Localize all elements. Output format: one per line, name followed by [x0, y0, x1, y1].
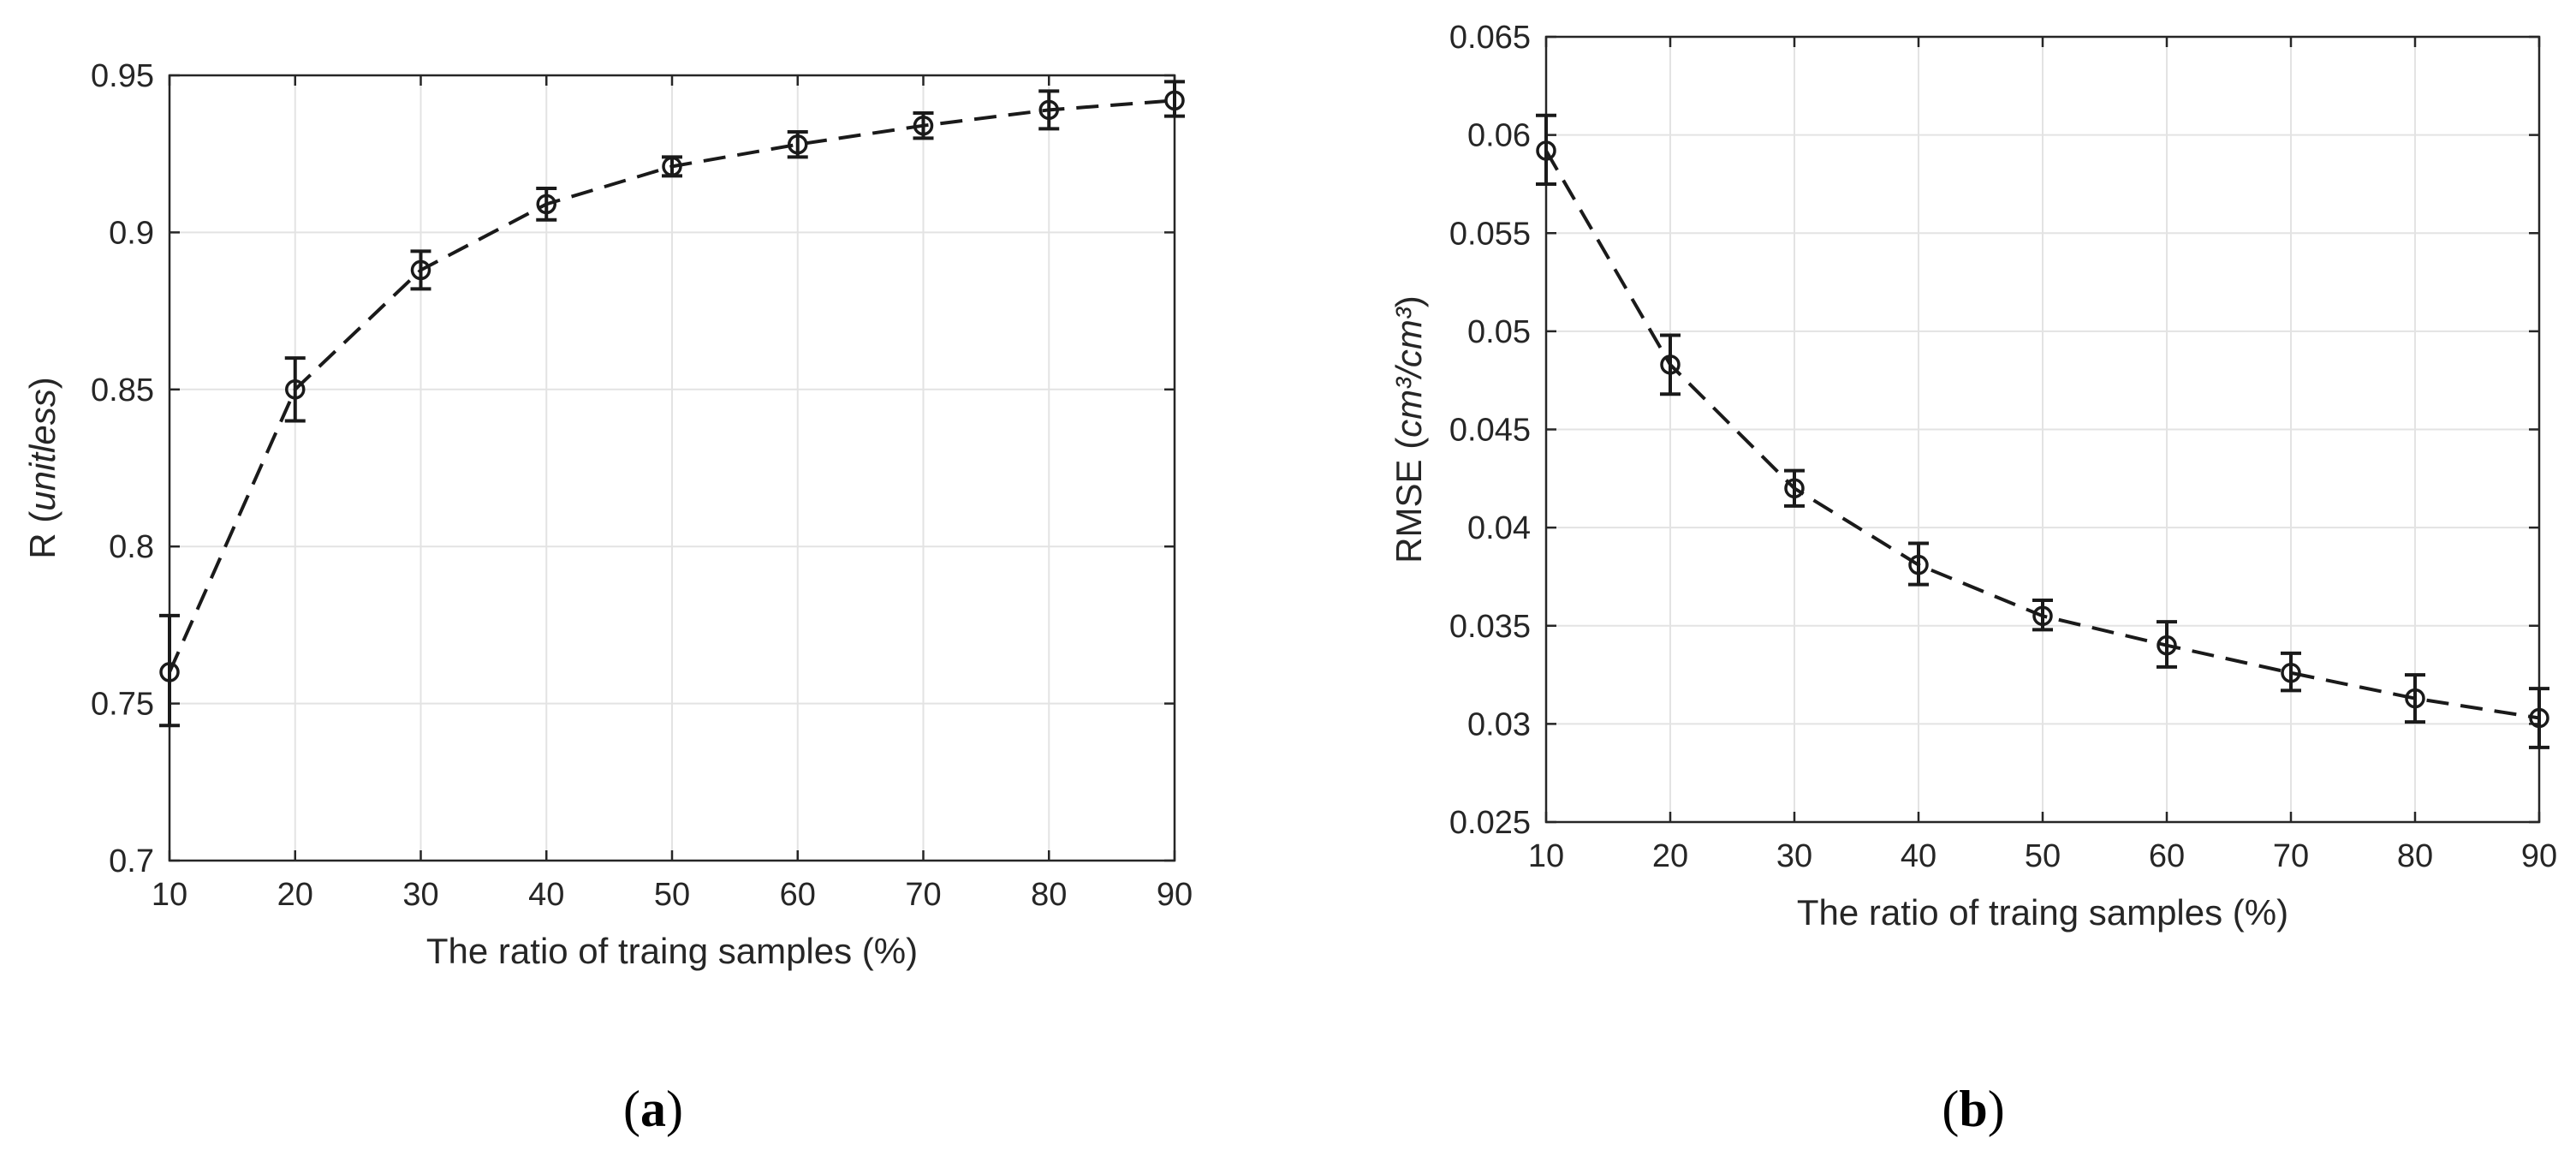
y-tick-label: 0.055 [1449, 216, 1531, 252]
panel-label-open: ( [623, 1081, 640, 1137]
panel-label: (b) [1942, 1081, 2004, 1137]
data-point [788, 134, 808, 155]
y-axis-title-main: R ( [22, 511, 62, 559]
x-tick-label: 20 [277, 877, 313, 913]
y-tick-label: 0.025 [1449, 805, 1531, 841]
y-axis-title: R (unitless) [22, 377, 62, 558]
y-axis-title-unit: cm³/cm³ [1389, 307, 1429, 438]
y-tick-label: 0.03 [1467, 706, 1531, 742]
x-tick-label: 50 [2025, 838, 2061, 874]
x-tick-label: 30 [1776, 838, 1812, 874]
chart-panel-a: 10 20 30 40 50 60 70 80 90 0.7 0.75 0.8 0.85 0.9 0.95 T… [22, 58, 1193, 1137]
x-axis-title: The ratio of traing samples (%) [426, 931, 918, 971]
data-point [285, 379, 306, 400]
x-tick-label: 30 [402, 877, 438, 913]
x-tick-label: 20 [1652, 838, 1688, 874]
data-point [410, 259, 431, 281]
y-axis-title-close: ) [1389, 295, 1429, 307]
data-point [2529, 707, 2549, 729]
panel-label-letter: b [1959, 1081, 1987, 1137]
chart-panel-b: 10 20 30 40 50 60 70 80 90 0.025 0.03 0.035 0.04 0.04… [1389, 20, 2557, 1137]
x-tick-label: 60 [2149, 838, 2185, 874]
y-tick-label: 0.045 [1449, 413, 1531, 449]
panel-label-close: ) [666, 1081, 683, 1137]
y-axis-title-unit: unitless [22, 389, 62, 510]
x-axis-title: The ratio of traing samples (%) [1797, 892, 2288, 933]
panel-label: (a) [623, 1081, 683, 1137]
data-point [536, 194, 556, 215]
y-tick-label: 0.05 [1467, 314, 1531, 350]
x-tick-label: 90 [1157, 877, 1193, 913]
data-point [2032, 605, 2053, 627]
x-tick-label: 90 [2521, 838, 2557, 874]
x-tick-label: 50 [654, 877, 690, 913]
data-point [662, 156, 682, 177]
y-tick-label: 0.035 [1449, 609, 1531, 645]
x-tick-label: 10 [152, 877, 187, 913]
panel-label-close: ) [1988, 1081, 2005, 1137]
data-point [2405, 688, 2425, 709]
y-tick-label: 0.95 [91, 58, 154, 94]
data-point [913, 115, 934, 136]
data-point [1164, 90, 1185, 111]
y-tick-label: 0.04 [1467, 510, 1531, 546]
panel-label-open: ( [1942, 1081, 1959, 1137]
y-axis-title-close: ) [22, 377, 62, 389]
y-tick-label: 0.06 [1467, 118, 1531, 154]
x-tick-label: 80 [2397, 838, 2433, 874]
y-tick-label: 0.7 [109, 843, 154, 879]
data-point [1038, 99, 1059, 121]
data-point [1908, 554, 1929, 575]
data-point [2281, 663, 2301, 683]
y-tick-label: 0.9 [109, 215, 154, 251]
x-tick-label: 40 [1901, 838, 1936, 874]
x-tick-label: 60 [780, 877, 816, 913]
panel-label-letter: a [640, 1081, 666, 1137]
data-point [1660, 355, 1681, 375]
x-tick-label: 70 [2273, 838, 2309, 874]
x-tick-label: 80 [1031, 877, 1067, 913]
y-tick-label: 0.75 [91, 687, 154, 723]
x-tick-label: 40 [528, 877, 564, 913]
data-point [159, 662, 180, 682]
y-tick-label: 0.85 [91, 372, 154, 408]
x-tick-label: 70 [905, 877, 941, 913]
data-point [2157, 635, 2177, 656]
x-tick-label: 10 [1528, 838, 1564, 874]
data-point [1536, 140, 1556, 161]
y-axis-title-main: RMSE ( [1389, 438, 1429, 563]
data-point [1784, 478, 1805, 499]
y-axis-title: RMSE (cm³/cm³) [1389, 295, 1429, 563]
y-tick-label: 0.8 [109, 529, 154, 565]
y-tick-label: 0.065 [1449, 20, 1531, 56]
